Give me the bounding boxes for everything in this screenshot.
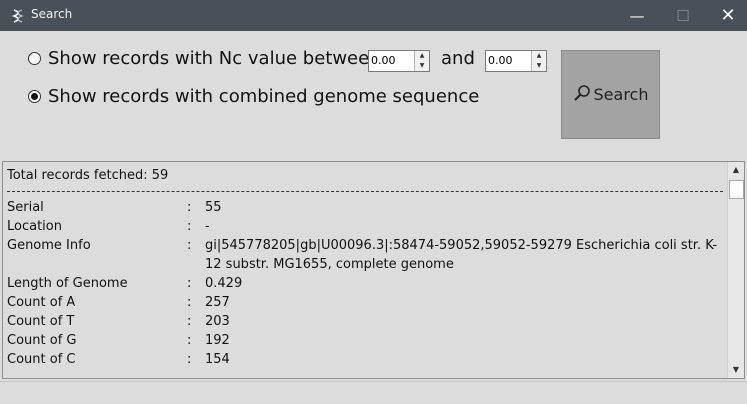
record-key: Count of G [7, 333, 77, 348]
dna-icon [11, 8, 25, 23]
record-key: Location [7, 219, 62, 234]
close-button[interactable]: ✕ [705, 0, 747, 31]
record-value: - [205, 219, 210, 234]
record-colon: : [187, 314, 192, 329]
status-bar [0, 381, 747, 404]
record-row: Count of T:203 [7, 312, 725, 331]
record-row: Count of G:192 [7, 331, 725, 350]
record-key: Count of C [7, 352, 76, 367]
record-value: gi|545778205|gb|U00096.3|:58474-59052,59… [205, 238, 718, 272]
record-colon: : [187, 200, 192, 215]
nc-max-stepper[interactable]: 0.00 ▲ ▼ [485, 50, 547, 72]
total-records: Total records fetched: 59 [7, 168, 169, 183]
record-colon: : [187, 276, 192, 291]
search-button-label: Search [593, 85, 649, 104]
title-bar: Search — ☐ ✕ [0, 0, 747, 31]
radio-combined-label: Show records with combined genome sequen… [48, 86, 480, 107]
minimize-button[interactable]: — [614, 0, 660, 31]
radio-combined-genome[interactable]: Show records with combined genome sequen… [28, 86, 479, 107]
nc-max-arrows[interactable]: ▲ ▼ [531, 51, 546, 71]
nc-min-value[interactable]: 0.00 [371, 54, 396, 67]
record-list: Serial:55 Location: - Genome Info: gi|545778… [7, 198, 725, 369]
record-value: 257 [205, 295, 230, 310]
divider [7, 191, 723, 192]
record-key: Count of T [7, 314, 75, 329]
search-icon [573, 84, 594, 106]
nc-min-arrows[interactable]: ▲ ▼ [414, 51, 429, 71]
record-colon: : [187, 333, 192, 348]
radio-nc-label: Show records with Nc value between [48, 48, 381, 69]
close-icon: ✕ [720, 5, 736, 26]
chevron-up-icon[interactable]: ▲ [419, 52, 425, 59]
record-colon: : [187, 295, 192, 310]
record-colon: : [187, 352, 192, 367]
radio-combined-indicator[interactable] [28, 90, 41, 103]
record-row: Location: - [7, 217, 725, 236]
scroll-up-icon[interactable]: ▲ [732, 165, 740, 174]
nc-max-value[interactable]: 0.00 [488, 54, 513, 67]
filter-panel: Show records with Nc value between 0.00 … [0, 31, 747, 161]
record-row: Count of C:154 [7, 350, 725, 369]
window-title: Search [31, 7, 73, 21]
scroll-down-icon[interactable]: ▼ [732, 365, 740, 374]
record-value: 192 [205, 333, 230, 348]
maximize-icon: ☐ [676, 6, 690, 25]
record-row: Length of Genome:0.429 [7, 274, 725, 293]
radio-nc-range[interactable]: Show records with Nc value between [28, 48, 381, 69]
results-panel[interactable]: Total records fetched: 59 Serial:55 Locat… [2, 161, 745, 379]
and-label: and [441, 48, 475, 69]
record-row: Serial:55 [7, 198, 725, 217]
search-button[interactable]: Search [561, 50, 660, 139]
record-value: 203 [205, 314, 230, 329]
chevron-up-icon[interactable]: ▲ [536, 52, 542, 59]
chevron-down-icon[interactable]: ▼ [536, 62, 542, 69]
record-value: 55 [205, 200, 222, 215]
record-row: Genome Info: gi|545778205|gb|U00096.3|:58… [7, 236, 725, 274]
nc-min-stepper[interactable]: 0.00 ▲ ▼ [368, 50, 430, 72]
vertical-scrollbar[interactable]: ▲ ▼ [727, 162, 744, 378]
record-colon: : [187, 238, 192, 253]
record-key: Length of Genome [7, 276, 128, 291]
record-key: Genome Info [7, 238, 91, 253]
minimize-icon: — [629, 6, 645, 25]
chevron-down-icon[interactable]: ▼ [419, 62, 425, 69]
record-key: Count of A [7, 295, 76, 310]
maximize-button[interactable]: ☐ [660, 0, 706, 31]
record-key: Serial [7, 200, 44, 215]
results-text: Total records fetched: 59 Serial:55 Locat… [7, 166, 725, 369]
radio-nc-indicator[interactable] [28, 52, 41, 65]
record-row: Count of A:257 [7, 293, 725, 312]
record-value: 154 [205, 352, 230, 367]
record-colon: : [187, 219, 192, 234]
record-value: 0.429 [205, 276, 243, 291]
scroll-thumb[interactable] [729, 180, 744, 199]
